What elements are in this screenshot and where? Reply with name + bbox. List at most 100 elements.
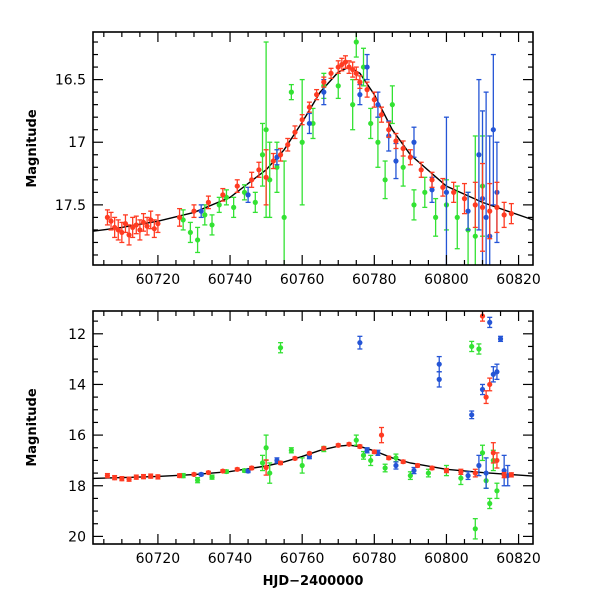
data-point [299, 117, 305, 123]
data-point [494, 369, 500, 375]
series-2 [180, 32, 486, 265]
data-point [259, 152, 266, 158]
data-point [400, 459, 406, 465]
data-point [119, 229, 125, 236]
plot-frame [92, 310, 534, 545]
data-point [231, 204, 237, 210]
x-tick-label: 60780 [352, 272, 397, 288]
data-point [501, 472, 507, 478]
data-point [371, 97, 377, 103]
data-point [353, 39, 359, 45]
data-point [220, 468, 226, 474]
data-point [483, 470, 489, 476]
data-point [198, 208, 204, 214]
data-point [285, 142, 291, 148]
y-tick-label: 16 [68, 428, 86, 444]
data-point [389, 102, 395, 108]
data-point [487, 208, 493, 214]
data-point [267, 177, 273, 183]
data-point [252, 199, 258, 205]
data-point [465, 208, 471, 214]
data-point [364, 64, 370, 70]
data-point [386, 127, 392, 133]
series-2 [180, 340, 500, 540]
data-point [360, 64, 367, 70]
plot-area [93, 311, 533, 540]
data-point [155, 221, 161, 227]
data-point [497, 336, 504, 342]
data-point [364, 447, 370, 453]
data-point [148, 217, 154, 223]
plot-area [93, 32, 533, 265]
y-tick-label: 14 [68, 377, 86, 393]
data-point [487, 381, 493, 388]
series-0 [104, 311, 514, 482]
data-point [115, 227, 121, 233]
data-point [288, 447, 294, 453]
data-point [321, 89, 327, 95]
data-point [357, 92, 363, 98]
data-point [151, 226, 157, 232]
data-point [277, 152, 284, 158]
data-point [277, 345, 284, 351]
data-point [429, 465, 435, 471]
data-point [411, 467, 417, 474]
data-point [479, 313, 486, 319]
data-point [458, 469, 464, 475]
data-point [483, 394, 489, 400]
data-point [328, 70, 334, 76]
data-point [472, 202, 478, 208]
data-point [274, 154, 280, 160]
data-point [407, 473, 413, 479]
data-point [148, 473, 154, 479]
data-point [414, 462, 421, 469]
data-point [386, 455, 392, 461]
data-point [104, 473, 111, 479]
data-point [422, 189, 428, 195]
data-point [256, 167, 262, 173]
data-point [451, 189, 457, 195]
data-point [205, 199, 212, 205]
data-point [263, 127, 269, 133]
data-point [259, 460, 266, 466]
data-point [234, 466, 240, 472]
data-point [501, 467, 507, 474]
x-tick-label: 60740 [208, 551, 253, 567]
data-point [180, 217, 186, 223]
data-point [353, 437, 359, 443]
data-point [393, 462, 399, 469]
data-point [245, 192, 251, 198]
y-tick-label: 16.5 [55, 73, 86, 89]
data-point [371, 449, 377, 455]
data-point [277, 460, 284, 466]
data-point [436, 361, 442, 367]
data-point [126, 232, 132, 238]
top-panel: 60720 60740 60760 60780 60800 60820 16.5 17 17.5… [25, 31, 541, 288]
y-tick-label: 20 [68, 529, 86, 545]
data-point [191, 208, 197, 214]
data-point [249, 465, 255, 471]
data-point [393, 138, 399, 144]
data-point [490, 371, 496, 377]
data-point [321, 79, 327, 85]
data-point [234, 183, 240, 189]
data-point [433, 214, 439, 220]
data-point [487, 500, 493, 507]
data-point [194, 237, 201, 243]
data-point [112, 224, 118, 231]
data-point [454, 214, 460, 220]
data-point [375, 102, 381, 108]
data-point [314, 92, 320, 98]
series-0 [104, 55, 514, 252]
data-point [350, 102, 356, 108]
bottom-panel: 60720 60740 60760 60780 60800 60820 12 14 16 18 20… [25, 310, 541, 589]
y-tick-label: 17.5 [55, 198, 86, 214]
data-point [209, 222, 215, 228]
data-point [436, 376, 442, 382]
data-point [310, 120, 316, 127]
data-point [263, 464, 269, 471]
data-point [382, 465, 388, 471]
data-point [483, 214, 489, 220]
data-point [191, 471, 197, 477]
data-point [281, 214, 287, 220]
